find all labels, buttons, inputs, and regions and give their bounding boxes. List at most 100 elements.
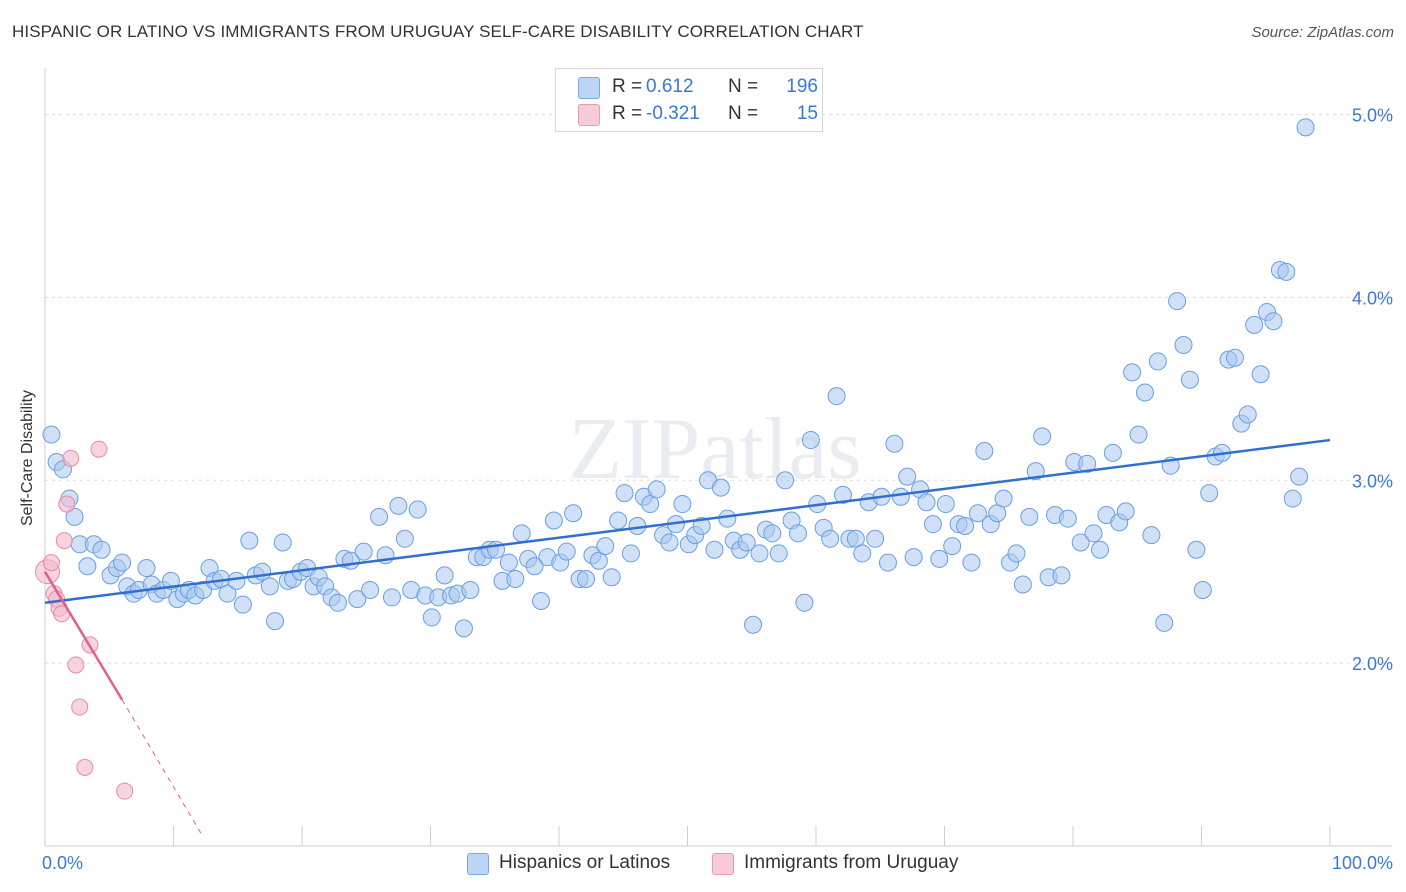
legend-n-label: N = [728,103,759,124]
hispanic-point [435,566,454,585]
hispanic-point [1180,370,1199,389]
hispanic-point [1283,489,1302,508]
hispanic-point [260,577,279,596]
hispanic-point [266,612,285,631]
hispanic-point [1084,524,1103,543]
legend-r-value: -0.321 [646,103,700,124]
hispanic-point [1116,502,1135,521]
hispanic-point [506,570,525,589]
hispanic-point [525,557,544,576]
tick-labels: 2.0% 3.0% 4.0% 5.0% 0.0% 100.0% [42,106,1393,873]
hispanic-point [1251,365,1270,384]
hispanic-point [576,570,595,589]
legend-r-label: R = [612,76,643,97]
hispanic-point [408,500,427,519]
hispanic-point [795,593,814,612]
legend-n-value: 15 [796,103,818,124]
hispanic-point [891,487,910,506]
hispanic-point [113,553,132,572]
hispanic-point [1052,566,1071,585]
hispanic-point [78,557,97,576]
hispanic-point [1058,509,1077,528]
hispanic-point [1135,383,1154,402]
legend-n-value: 196 [786,76,818,97]
uruguay-point [71,698,89,716]
hispanic-point [395,529,414,548]
hispanic-point [544,511,563,530]
hispanic-point [1007,544,1026,563]
grid-layer [45,114,1392,664]
bottom-legend-label: Hispanics or Latinos [499,852,671,873]
hispanic-point [789,524,808,543]
hispanic-point [382,588,401,607]
hispanic-point [615,484,634,503]
hispanic-point [596,537,615,556]
y-tick-label: 3.0% [1352,471,1393,491]
hispanic-point [917,493,936,512]
hispanic-point [370,507,389,526]
y-tick-label: 4.0% [1352,288,1393,308]
hispanic-point [1168,292,1187,311]
hispanic-point [1225,348,1244,367]
hispanic-point [564,504,583,523]
hispanic-point [240,531,259,550]
x-tick-label: 100.0% [1332,853,1393,873]
hispanic-point [361,581,380,599]
hispanic-point [711,478,730,497]
hispanic-point [609,511,628,530]
uruguay-point [76,758,94,776]
hispanic-point [878,553,897,572]
uruguay-point [67,656,85,674]
hispanic-point [1277,262,1296,281]
correlation-legend: R = 0.612 N = 196 R = -0.321 N = 15 [555,68,823,132]
axis-layer [44,68,1392,847]
hispanic-point [557,542,576,561]
hispanic-point [65,507,84,526]
hispanic-point [956,517,975,535]
hispanic-point [1123,363,1142,382]
hispanic-point [328,593,347,612]
uruguay-point [62,449,80,467]
uruguay-point [58,495,76,513]
bottom-legend-label: Immigrants from Uruguay [744,852,959,873]
hispanic-point [602,568,621,587]
hispanic-point [885,434,904,453]
hispanic-point [660,533,679,552]
hispanic-point [1078,454,1097,473]
uruguay-point [90,440,108,458]
hispanic-point [92,540,111,559]
hispanic-points [42,118,1315,638]
legend-r-label: R = [612,103,643,124]
hispanic-point [821,529,840,548]
hispanic-point [218,584,237,603]
hispanic-point [898,467,917,486]
hispanic-point [673,495,692,514]
hispanic-point [769,544,788,563]
hispanic-point [968,504,987,523]
hispanic-point [1187,540,1206,559]
chart-title: HISPANIC OR LATINO VS IMMIGRANTS FROM UR… [12,22,864,41]
hispanic-point [1200,484,1219,503]
hispanic-point [42,425,61,444]
hispanic-point [354,542,373,561]
hispanic-point [227,571,246,590]
bottom-swatch-blue [467,853,489,875]
hispanic-point [975,442,994,461]
hispanic-point [348,590,367,609]
legend-r-value: 0.612 [646,76,694,97]
legend-n-label: N = [728,76,759,97]
hispanic-point [930,549,949,568]
hispanic-point [512,524,531,543]
hispanic-point [454,619,473,638]
hispanic-point [137,559,156,578]
uruguay-trend-line [43,571,124,701]
hispanic-point [692,517,711,535]
hispanic-point [1290,467,1309,486]
hispanic-point [866,529,885,548]
hispanic-point [532,591,551,610]
hispanic-point [1020,507,1039,526]
hispanic-point [962,553,981,572]
uruguay-point [42,554,60,572]
uruguay-trend-extension [121,699,204,838]
